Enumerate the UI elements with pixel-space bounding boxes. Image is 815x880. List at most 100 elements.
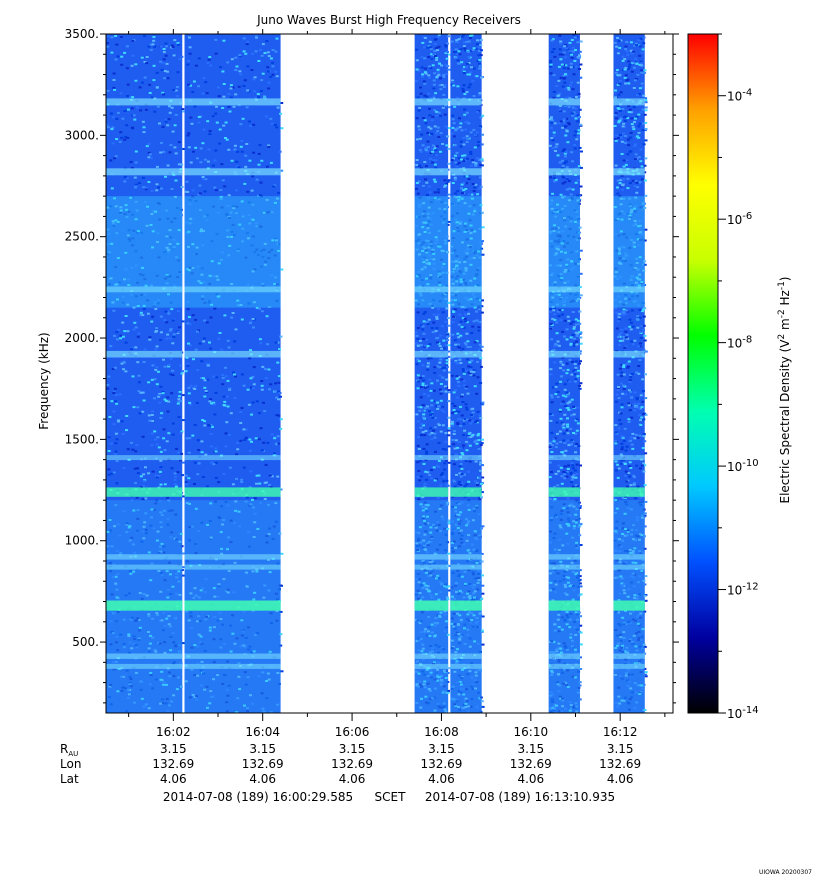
speckle (237, 85, 241, 88)
speckle (419, 475, 423, 478)
speckle (419, 584, 423, 587)
speckle (126, 83, 130, 86)
speckle (450, 687, 454, 690)
speckle (562, 578, 566, 581)
speckle (415, 363, 419, 366)
speckle (557, 344, 561, 347)
speckle (141, 530, 145, 533)
speckle (560, 63, 564, 66)
speckle (644, 139, 648, 142)
speckle (578, 352, 582, 355)
speckle (571, 46, 575, 49)
speckle (429, 67, 433, 69)
speckle (439, 277, 443, 280)
speckle (437, 661, 441, 664)
speckle (144, 284, 148, 287)
speckle (435, 316, 439, 319)
speckle (134, 250, 138, 253)
speckle (187, 451, 191, 454)
speckle (549, 308, 553, 310)
speckle (460, 195, 464, 198)
speckle (188, 526, 192, 529)
speckle (554, 514, 558, 517)
speckle (429, 240, 433, 243)
speckle (120, 362, 124, 365)
speckle (169, 301, 173, 304)
speckle (156, 241, 159, 243)
speckle (472, 67, 476, 70)
speckle (205, 214, 209, 217)
speckle (217, 95, 221, 98)
speckle (463, 384, 467, 387)
speckle (474, 439, 478, 442)
speckle (570, 112, 574, 115)
speckle (239, 411, 243, 414)
speckle (426, 216, 430, 219)
speckle (167, 105, 171, 108)
speckle (154, 474, 158, 477)
speckle (552, 134, 556, 137)
speckle (193, 695, 197, 698)
speckle (457, 503, 461, 506)
speckle (157, 570, 161, 572)
speckle (549, 230, 553, 233)
speckle (439, 399, 443, 402)
speckle (452, 311, 456, 313)
speckle (150, 284, 154, 287)
speckle (417, 109, 421, 112)
speckle (218, 142, 222, 145)
speckle (419, 541, 423, 544)
speckle (444, 459, 448, 462)
speckle (435, 577, 438, 580)
speckle (634, 222, 637, 225)
speckle (416, 545, 419, 548)
speckle (438, 706, 442, 709)
speckle (415, 117, 419, 120)
speckle (268, 474, 272, 477)
speckle (475, 538, 479, 541)
speckle (221, 383, 225, 386)
speckle (479, 669, 482, 672)
speckle (579, 464, 582, 467)
speckle (574, 117, 578, 120)
speckle (233, 522, 237, 524)
speckle (579, 63, 583, 66)
speckle (563, 570, 567, 573)
speckle (456, 569, 460, 572)
speckle (249, 651, 253, 654)
speckle (550, 50, 554, 53)
speckle (147, 551, 151, 554)
speckle (119, 131, 123, 134)
speckle (638, 316, 642, 319)
speckle (131, 114, 135, 117)
speckle (474, 433, 478, 436)
speckle (418, 662, 422, 665)
speckle (181, 574, 185, 577)
speckle (268, 571, 272, 574)
speckle (470, 619, 474, 621)
speckle (574, 96, 578, 98)
speckle (438, 345, 442, 347)
speckle (168, 111, 172, 114)
speckle (203, 688, 207, 691)
speckle (430, 382, 434, 385)
speckle (416, 374, 420, 377)
speckle (479, 444, 483, 446)
speckle (229, 84, 233, 87)
speckle (118, 393, 122, 396)
speckle (480, 158, 484, 161)
speckle (151, 364, 155, 367)
speckle (109, 620, 113, 623)
speckle (480, 305, 484, 308)
speckle (416, 380, 420, 383)
speckle (213, 413, 217, 416)
speckle (201, 476, 205, 478)
speckle (639, 612, 643, 615)
speckle (124, 315, 128, 317)
speckle (450, 40, 454, 43)
emission-band (106, 653, 183, 659)
speckle (168, 704, 171, 707)
speckle (421, 431, 425, 434)
speckle (245, 143, 249, 145)
speckle (430, 560, 434, 563)
